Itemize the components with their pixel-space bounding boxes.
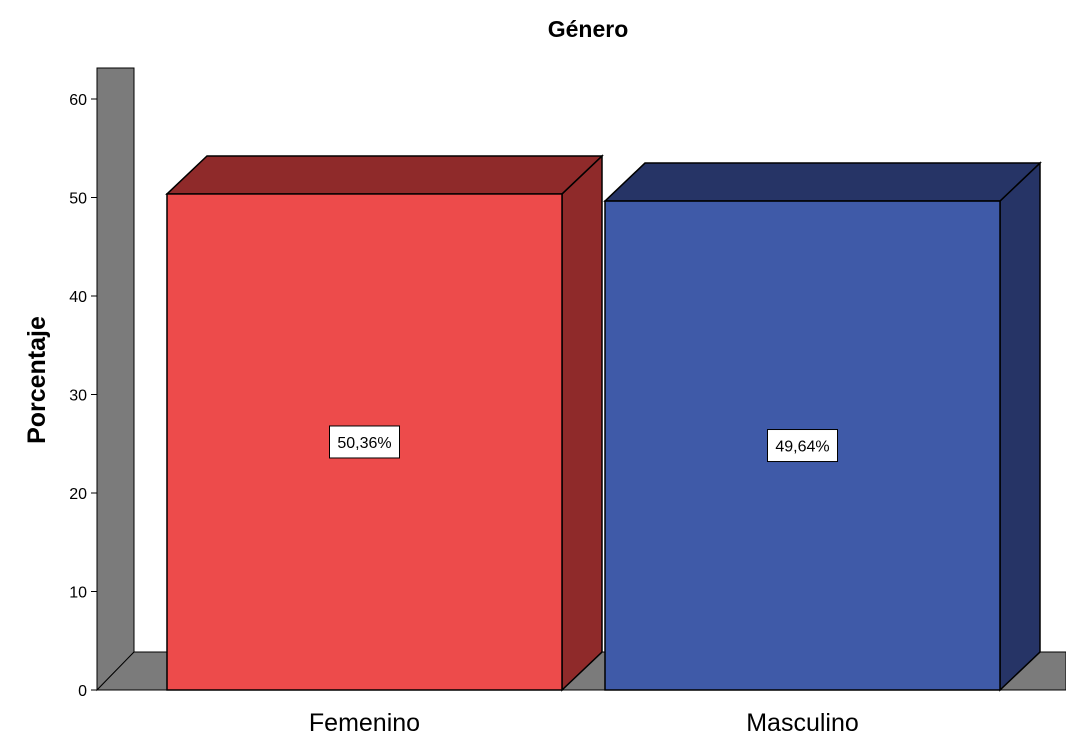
bar-side-face (999, 161, 1041, 692)
side-wall (96, 67, 135, 692)
y-tick-label: 0 (78, 683, 87, 700)
y-tick-label: 30 (69, 388, 87, 405)
bar-masculino: 49,64% (603, 161, 1042, 692)
y-tick-label: 10 (69, 585, 87, 602)
y-axis-ticks: 0 10 20 30 40 50 60 (69, 92, 97, 700)
x-category-label: Masculino (746, 709, 859, 736)
y-axis-label: Porcentaje (23, 316, 51, 444)
x-axis-categories: Femenino Masculino (309, 709, 859, 736)
bar-side-face (561, 154, 603, 692)
chart-title: Género (548, 16, 629, 42)
x-category-label: Femenino (309, 709, 420, 736)
bars: 50,36% 49,64% (165, 154, 1042, 692)
y-tick-label: 40 (69, 289, 87, 306)
bar-femenino: 50,36% (165, 154, 604, 692)
y-tick-label: 20 (69, 486, 87, 503)
bar-top-face (165, 155, 604, 195)
bar-top-face (603, 162, 1042, 202)
y-tick-label: 50 (69, 191, 87, 208)
data-label: 50,36% (337, 435, 391, 452)
data-label-box (767, 429, 838, 463)
data-label-box (329, 425, 400, 459)
bar-front-face (604, 200, 1001, 691)
y-tick-label: 60 (69, 92, 87, 109)
data-label: 49,64% (775, 439, 829, 456)
